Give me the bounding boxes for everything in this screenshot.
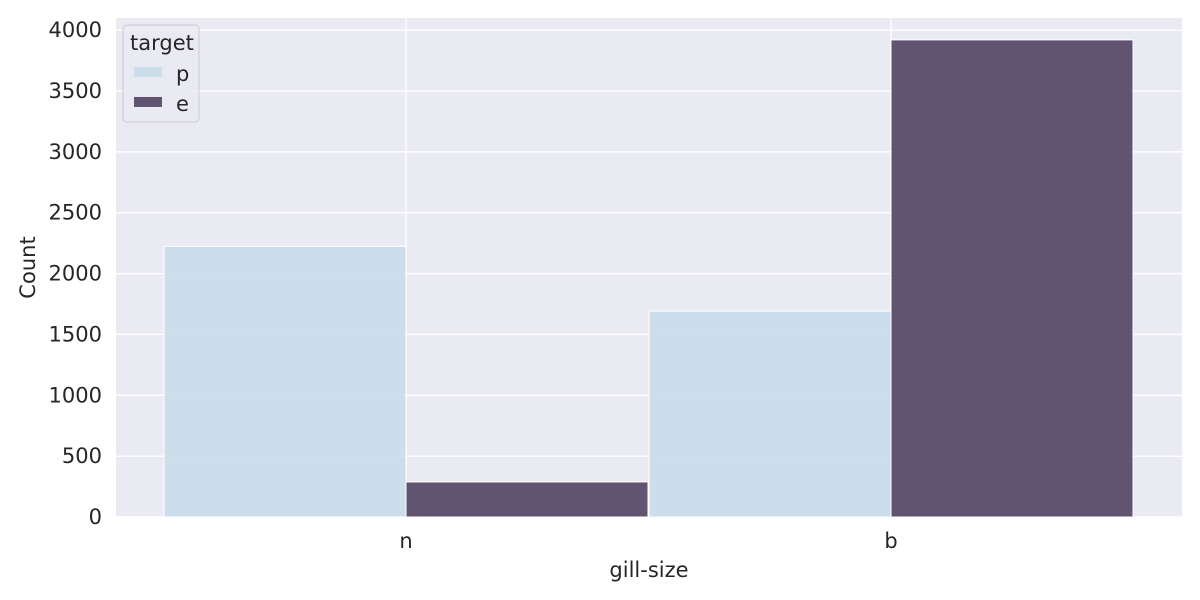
legend: target pe bbox=[122, 24, 200, 123]
x-tick-label: b bbox=[884, 529, 897, 553]
y-tick-label: 3500 bbox=[49, 79, 102, 103]
y-axis-label: Count bbox=[16, 236, 40, 298]
bar-e-b bbox=[890, 39, 1134, 518]
y-tick-label: 1000 bbox=[49, 383, 102, 407]
legend-title: target bbox=[130, 31, 194, 55]
legend-label-e: e bbox=[176, 92, 189, 116]
y-tick-label: 2000 bbox=[49, 262, 102, 286]
legend-label-p: p bbox=[176, 62, 189, 86]
bar-p-b bbox=[648, 310, 892, 518]
legend-swatch-e bbox=[134, 97, 162, 107]
bar-p-n bbox=[163, 245, 407, 518]
legend-items: pe bbox=[134, 62, 189, 116]
bar-e-n bbox=[405, 481, 649, 518]
y-tick-label: 3000 bbox=[49, 140, 102, 164]
y-tick-label: 4000 bbox=[49, 18, 102, 42]
y-tick-label: 2500 bbox=[49, 201, 102, 225]
bars bbox=[163, 39, 1134, 518]
x-tick-label: n bbox=[399, 529, 412, 553]
y-axis-ticks: 0 500 1000 1500 2000 2500 3000 3500 4000 bbox=[49, 18, 102, 529]
y-tick-label: 500 bbox=[62, 444, 102, 468]
y-tick-label: 0 bbox=[89, 505, 102, 529]
x-axis-label: gill-size bbox=[609, 558, 688, 582]
y-tick-label: 1500 bbox=[49, 322, 102, 346]
legend-swatch-p bbox=[134, 67, 162, 77]
